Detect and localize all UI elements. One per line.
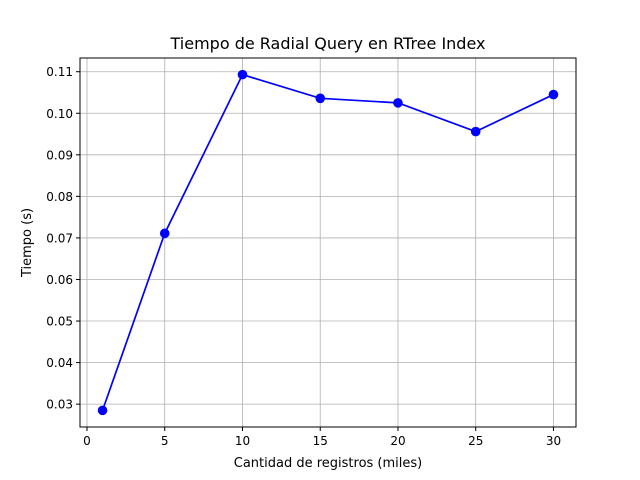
data-point <box>97 405 108 416</box>
data-point <box>237 69 248 80</box>
y-tick-label: 0.11 <box>46 65 73 79</box>
x-tick-label: 0 <box>83 434 91 448</box>
data-point <box>548 89 559 100</box>
x-axis-label: Cantidad de registros (miles) <box>234 456 423 471</box>
y-tick-label: 0.09 <box>46 148 73 162</box>
x-tick-label: 10 <box>235 434 250 448</box>
y-axis-label: Tiempo (s) <box>20 208 35 278</box>
data-point <box>393 98 403 108</box>
x-tick-label: 30 <box>546 434 561 448</box>
chart-title: Tiempo de Radial Query en RTree Index <box>170 34 486 53</box>
y-tick-label: 0.05 <box>46 315 73 329</box>
y-tick-label: 0.06 <box>46 273 73 287</box>
y-tick-label: 0.04 <box>46 356 73 370</box>
x-tick-label: 5 <box>161 434 169 448</box>
y-tick-label: 0.03 <box>46 398 73 412</box>
y-tick-label: 0.07 <box>46 231 73 245</box>
y-axis: 0.03 0.04 0.05 0.06 0.07 0.08 0.09 0.10 0.11 <box>46 65 80 412</box>
data-point <box>315 93 326 104</box>
data-point <box>159 228 170 239</box>
x-axis: 0 5 10 15 20 25 30 <box>83 427 561 448</box>
x-tick-label: 15 <box>313 434 328 448</box>
data-point <box>470 126 481 137</box>
y-tick-label: 0.08 <box>46 190 73 204</box>
y-tick-label: 0.10 <box>46 107 73 121</box>
grid-lines <box>80 58 576 427</box>
x-tick-label: 25 <box>468 434 483 448</box>
series-layer <box>97 69 559 416</box>
plot-frame <box>79 57 577 428</box>
x-tick-label: 20 <box>390 434 405 448</box>
